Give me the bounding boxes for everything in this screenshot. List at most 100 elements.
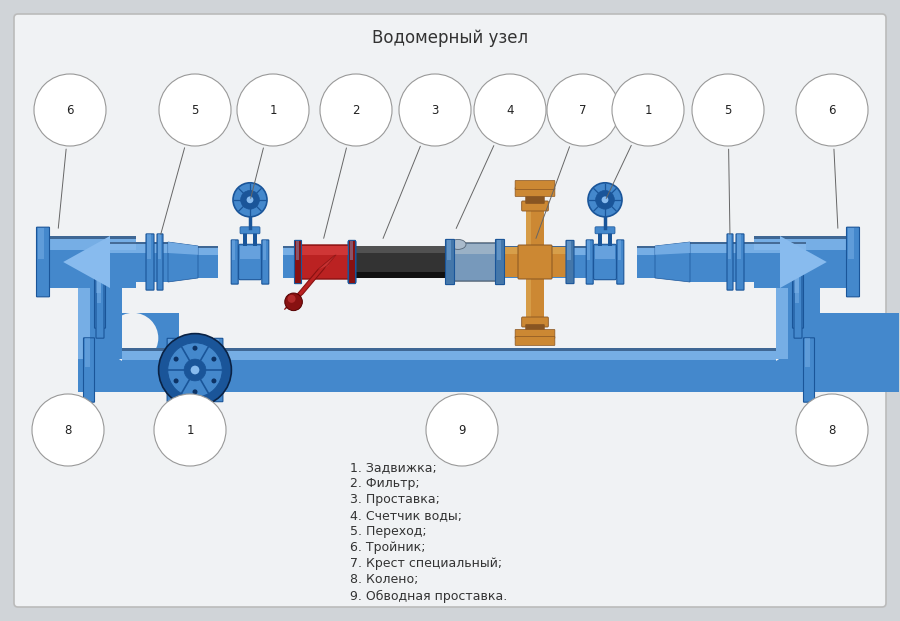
FancyBboxPatch shape: [198, 246, 218, 278]
FancyBboxPatch shape: [515, 188, 555, 196]
Circle shape: [193, 389, 197, 394]
FancyBboxPatch shape: [776, 288, 820, 359]
FancyBboxPatch shape: [198, 246, 218, 255]
FancyBboxPatch shape: [496, 240, 505, 284]
FancyBboxPatch shape: [566, 240, 574, 284]
FancyBboxPatch shape: [198, 271, 218, 278]
FancyBboxPatch shape: [147, 234, 150, 259]
FancyBboxPatch shape: [263, 240, 266, 260]
Text: 7. Крест специальный;: 7. Крест специальный;: [350, 558, 502, 571]
FancyBboxPatch shape: [515, 330, 555, 338]
FancyBboxPatch shape: [254, 232, 257, 246]
FancyBboxPatch shape: [719, 348, 776, 392]
FancyBboxPatch shape: [497, 240, 500, 260]
FancyBboxPatch shape: [776, 288, 820, 359]
Text: 2. Фильтр;: 2. Фильтр;: [350, 478, 419, 491]
Text: 6. Тройник;: 6. Тройник;: [350, 542, 426, 555]
FancyBboxPatch shape: [795, 274, 798, 303]
FancyBboxPatch shape: [78, 288, 122, 359]
Polygon shape: [76, 236, 110, 288]
FancyBboxPatch shape: [37, 227, 50, 297]
FancyBboxPatch shape: [283, 246, 298, 278]
FancyBboxPatch shape: [78, 288, 122, 348]
FancyBboxPatch shape: [522, 317, 548, 327]
Circle shape: [288, 295, 295, 303]
Circle shape: [240, 191, 259, 209]
FancyBboxPatch shape: [805, 338, 809, 367]
FancyBboxPatch shape: [238, 244, 261, 279]
FancyBboxPatch shape: [526, 208, 531, 246]
Circle shape: [167, 343, 222, 397]
Circle shape: [588, 183, 622, 217]
Text: 5: 5: [724, 104, 732, 234]
Text: 8: 8: [816, 409, 836, 437]
Circle shape: [601, 196, 608, 203]
FancyBboxPatch shape: [595, 227, 615, 233]
FancyBboxPatch shape: [84, 338, 94, 402]
FancyBboxPatch shape: [349, 242, 353, 260]
Text: Водомерный узел: Водомерный узел: [372, 29, 528, 47]
FancyBboxPatch shape: [754, 276, 858, 288]
FancyBboxPatch shape: [754, 236, 858, 239]
Circle shape: [174, 356, 178, 361]
FancyBboxPatch shape: [352, 246, 450, 253]
FancyBboxPatch shape: [348, 240, 356, 284]
Text: 2: 2: [324, 104, 360, 238]
FancyBboxPatch shape: [38, 236, 136, 239]
Circle shape: [233, 183, 267, 217]
FancyBboxPatch shape: [450, 246, 500, 255]
FancyBboxPatch shape: [719, 382, 776, 392]
Circle shape: [158, 333, 231, 406]
FancyBboxPatch shape: [122, 382, 776, 392]
FancyBboxPatch shape: [719, 348, 776, 360]
FancyBboxPatch shape: [112, 288, 122, 359]
Text: 1: 1: [607, 104, 652, 199]
FancyBboxPatch shape: [526, 325, 544, 332]
FancyBboxPatch shape: [97, 274, 101, 303]
Polygon shape: [780, 236, 827, 288]
Text: 7: 7: [536, 104, 587, 238]
FancyBboxPatch shape: [38, 276, 136, 288]
FancyBboxPatch shape: [500, 247, 570, 254]
FancyBboxPatch shape: [157, 234, 163, 290]
FancyBboxPatch shape: [515, 337, 555, 345]
FancyBboxPatch shape: [526, 278, 531, 320]
FancyBboxPatch shape: [283, 271, 298, 278]
FancyBboxPatch shape: [776, 313, 899, 392]
FancyBboxPatch shape: [847, 227, 860, 297]
FancyBboxPatch shape: [450, 246, 500, 248]
FancyBboxPatch shape: [215, 339, 219, 367]
FancyBboxPatch shape: [168, 339, 172, 367]
FancyBboxPatch shape: [122, 348, 776, 351]
Ellipse shape: [450, 240, 466, 250]
FancyBboxPatch shape: [122, 348, 179, 392]
FancyBboxPatch shape: [500, 246, 570, 248]
Text: 5. Переход;: 5. Переход;: [350, 525, 427, 538]
FancyBboxPatch shape: [96, 274, 104, 338]
FancyBboxPatch shape: [240, 246, 260, 259]
Polygon shape: [655, 242, 690, 255]
FancyBboxPatch shape: [122, 348, 179, 351]
FancyBboxPatch shape: [78, 288, 90, 359]
FancyBboxPatch shape: [637, 246, 655, 248]
FancyBboxPatch shape: [570, 246, 587, 278]
Text: 4: 4: [456, 104, 514, 229]
Circle shape: [191, 366, 200, 374]
FancyBboxPatch shape: [38, 228, 43, 258]
Circle shape: [193, 346, 197, 351]
Text: 8. Колено;: 8. Колено;: [350, 574, 418, 586]
FancyBboxPatch shape: [737, 234, 741, 259]
Circle shape: [596, 191, 615, 209]
FancyBboxPatch shape: [352, 271, 450, 278]
FancyBboxPatch shape: [719, 348, 776, 351]
Text: 6: 6: [58, 104, 74, 229]
FancyBboxPatch shape: [496, 240, 504, 284]
FancyBboxPatch shape: [240, 227, 260, 233]
FancyBboxPatch shape: [804, 338, 814, 402]
FancyBboxPatch shape: [526, 208, 544, 246]
Polygon shape: [655, 242, 690, 282]
FancyBboxPatch shape: [297, 245, 353, 279]
FancyBboxPatch shape: [515, 181, 555, 189]
FancyBboxPatch shape: [110, 242, 168, 282]
FancyBboxPatch shape: [518, 245, 552, 279]
